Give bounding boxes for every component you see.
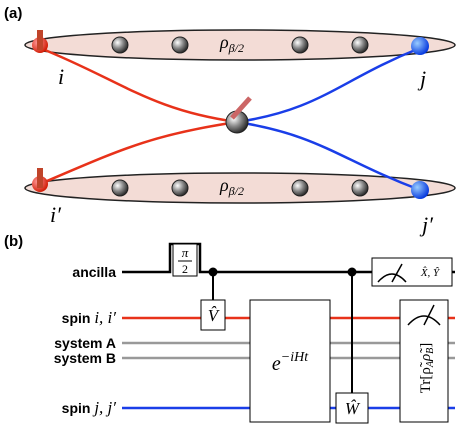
meter-needle <box>391 263 403 283</box>
rho-sub: β/2 <box>228 41 244 55</box>
t: B <box>425 348 436 354</box>
spin-arrow <box>230 96 252 120</box>
site-label: j <box>417 66 426 91</box>
control-dot <box>208 267 218 277</box>
site-label: i′ <box>50 202 62 227</box>
density-label: ρβ/2 <box>219 32 244 55</box>
t: A <box>425 360 436 368</box>
v-gate <box>200 299 226 331</box>
site-label: j′ <box>419 212 434 237</box>
math: i, i′ <box>94 308 116 327</box>
wire-label: system A <box>54 335 116 351</box>
wire-label: system B <box>54 350 116 366</box>
rho-sub: β/2 <box>228 184 244 198</box>
panel-a: (a) ρβ/2 ρβ/2 i j i′ j′ <box>4 5 456 237</box>
panel-label: (a) <box>4 5 22 22</box>
link <box>236 46 421 124</box>
measure-label: X̂, Ŷ <box>420 266 441 279</box>
link <box>39 120 238 186</box>
w-gate <box>335 392 369 424</box>
base: e <box>272 353 281 375</box>
spins <box>111 36 369 197</box>
evolution-gate <box>249 299 331 423</box>
site-label: i <box>58 64 64 89</box>
spin-j <box>411 37 429 55</box>
pulse-num: π <box>182 245 189 260</box>
panel-b: (b) ancilla spin i, i′ system A system B… <box>4 233 455 424</box>
math: j, j′ <box>92 398 116 417</box>
rho: ρ <box>219 32 229 52</box>
ellipse <box>24 172 456 204</box>
text: spin <box>62 400 95 416</box>
t: ] <box>418 343 434 348</box>
exponent: −iHt <box>281 350 309 365</box>
gate-label: V̂ <box>208 306 221 325</box>
wire-label: spin j, j′ <box>62 398 117 417</box>
meter-needle <box>423 304 435 326</box>
gate-label: e−iHt <box>272 350 309 375</box>
pulse-gate <box>172 243 198 277</box>
link <box>236 120 421 192</box>
control-dot <box>347 267 357 277</box>
trace-box <box>399 299 449 423</box>
density-label: ρβ/2 <box>219 175 244 198</box>
meter <box>377 273 407 283</box>
ellipse <box>24 29 456 61</box>
measure-box <box>371 257 453 287</box>
link <box>39 46 238 124</box>
t: Tr[ρ̃ <box>418 362 434 393</box>
gate-label: Ŵ <box>345 399 361 418</box>
wire-label: spin i, i′ <box>62 308 117 327</box>
pulse-den: 2 <box>182 262 188 276</box>
spin-j-prime <box>411 181 429 199</box>
text: spin <box>62 310 95 326</box>
meter <box>407 315 441 326</box>
panel-label: (b) <box>4 233 23 250</box>
rho: ρ <box>219 175 229 195</box>
wire-label: ancilla <box>72 264 116 280</box>
